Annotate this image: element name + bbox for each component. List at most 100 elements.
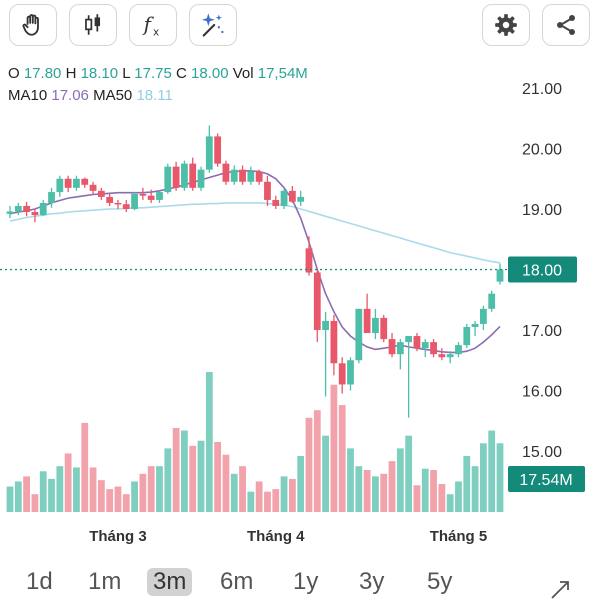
candle-body [438, 354, 446, 358]
sparkle-icon [201, 13, 224, 37]
candle-body [230, 169, 238, 182]
candle-body [421, 342, 429, 349]
volume-bar [172, 428, 180, 512]
volume-bar [205, 372, 213, 512]
candle-body [455, 345, 462, 355]
candle-body [56, 178, 64, 193]
volume-value: 17,54M [257, 65, 308, 82]
candle-body [396, 342, 404, 355]
volume-bar [372, 476, 379, 512]
volume-bar [280, 476, 288, 512]
candle-body [205, 136, 213, 170]
ma50-label: MA50 [93, 87, 133, 104]
settings-button[interactable] [482, 4, 530, 46]
candlestick-chart[interactable]: 21.00 20.00 19.00 18.00 17.00 16.00 15.00 18.00… [0, 60, 600, 560]
volume-bar [330, 384, 338, 512]
candle-body [222, 163, 230, 182]
candle-body [338, 363, 346, 385]
volume-bar [272, 489, 280, 512]
volume-bar [438, 484, 446, 512]
timeframe-6m[interactable]: 6m [220, 568, 254, 595]
candle-body [479, 308, 487, 324]
candle-body [189, 163, 197, 188]
ohlc-legend: O 17.80 H 18.10 L 17.75 C 18.00 Vol 17,5… [8, 65, 308, 82]
candle-body [330, 320, 338, 364]
volume-bar [131, 481, 138, 512]
volume-bar [89, 467, 97, 512]
candle-body [272, 199, 280, 206]
candle-body [297, 196, 305, 202]
open-value: 17.80 [23, 65, 62, 82]
candle-body [97, 190, 105, 197]
volume-tag-bg [508, 466, 585, 492]
volume-bar [479, 443, 487, 512]
candle-body [147, 195, 155, 200]
x-axis-label: Tháng 3 [89, 528, 147, 545]
x-axis-label: Tháng 5 [430, 528, 488, 545]
timeframe-1d[interactable]: 1d [26, 568, 53, 595]
y-tick-label: 20.00 [522, 142, 562, 159]
volume-bar [322, 435, 329, 512]
candle-body [31, 212, 39, 216]
timeframe-3y[interactable]: 3y [359, 568, 385, 595]
volume-bar [6, 486, 14, 512]
price-tag-bg [508, 256, 577, 283]
candle-body [89, 184, 97, 191]
volume-bar [355, 466, 363, 512]
volume-bar [56, 466, 64, 512]
candle-body [372, 317, 379, 334]
magic-tool-button[interactable] [189, 4, 237, 46]
candle-body [322, 320, 329, 330]
candle-body [73, 178, 80, 188]
timeframe-1y[interactable]: 1y [293, 568, 319, 595]
volume-bar [39, 471, 47, 512]
chart-type-button[interactable] [69, 4, 117, 46]
candle-body [471, 323, 479, 327]
candle-body [181, 163, 188, 188]
y-tick-label: 17.00 [522, 323, 562, 340]
high-value: 18.10 [80, 65, 119, 82]
open-label: O [8, 65, 20, 82]
candle-body [405, 336, 413, 343]
candle-body [39, 202, 47, 216]
timeframe-5y[interactable]: 5y [427, 568, 453, 595]
volume-bar [380, 473, 388, 512]
candle-body [355, 308, 363, 361]
expand-icon[interactable] [548, 578, 572, 600]
volume-label: Vol [232, 65, 254, 82]
volume-bar [463, 456, 471, 512]
volume-bar [388, 461, 396, 512]
volume-bar [122, 494, 130, 512]
hand-icon [22, 14, 39, 36]
candle-body [139, 193, 147, 196]
volume-bar [164, 448, 172, 512]
timeframe-1m[interactable]: 1m [88, 568, 122, 595]
timeframe-3m[interactable]: 3m [147, 568, 193, 596]
volume-bar [496, 443, 504, 512]
candle-body [64, 178, 72, 188]
share-button[interactable] [542, 4, 590, 46]
volume-bar [396, 448, 404, 512]
candle-body [413, 336, 421, 349]
volume-bar [264, 491, 271, 512]
candle-body [214, 136, 222, 164]
candle-body [164, 166, 172, 193]
candle-body [14, 205, 22, 212]
hand-tool-button[interactable] [9, 4, 57, 46]
volume-bar [288, 478, 296, 512]
price-tag-label: 18.00 [522, 263, 562, 280]
candle-body [388, 339, 396, 355]
volume-bar [255, 481, 263, 512]
candle-body [288, 190, 296, 202]
volume-bar [197, 440, 205, 512]
candle-body [239, 169, 246, 182]
volume-bar [488, 430, 496, 512]
candle-body [48, 192, 55, 203]
low-value: 17.75 [134, 65, 172, 82]
volume-bar [222, 454, 230, 512]
volume-bar [81, 422, 89, 512]
volume-bar [305, 417, 313, 512]
indicators-button[interactable]: f x [129, 4, 177, 46]
volume-bar [114, 486, 122, 512]
volume-bar [405, 435, 413, 512]
